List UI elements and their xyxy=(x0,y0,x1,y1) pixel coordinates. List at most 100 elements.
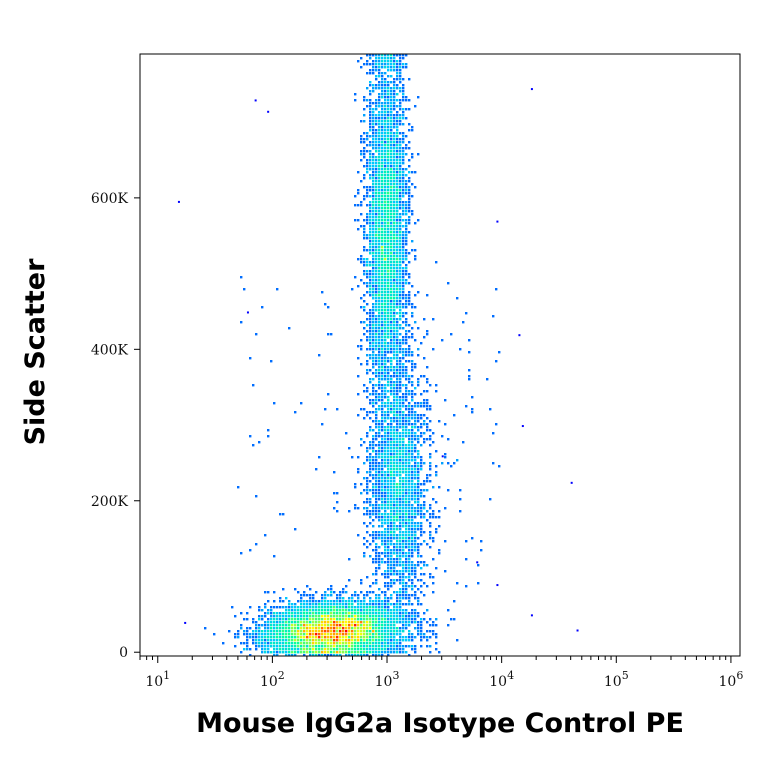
event-dot xyxy=(387,186,390,189)
event-dot xyxy=(387,141,390,144)
event-dot xyxy=(414,612,417,615)
event-dot xyxy=(399,576,402,579)
event-dot xyxy=(411,603,414,606)
event-dot xyxy=(393,582,396,585)
event-dot xyxy=(492,462,495,465)
event-dot xyxy=(384,285,387,288)
event-dot xyxy=(372,603,375,606)
event-dot xyxy=(366,135,369,138)
event-dot xyxy=(432,516,435,519)
event-dot xyxy=(387,270,390,273)
event-dot xyxy=(378,444,381,447)
event-dot xyxy=(381,420,384,423)
event-dot xyxy=(402,171,405,174)
event-dot xyxy=(414,363,417,366)
event-dot xyxy=(390,111,393,114)
event-dot xyxy=(402,84,405,87)
event-dot xyxy=(411,477,414,480)
event-dot xyxy=(390,420,393,423)
event-dot xyxy=(381,441,384,444)
event-dot xyxy=(369,174,372,177)
event-dot xyxy=(375,231,378,234)
event-dot xyxy=(396,141,399,144)
event-dot xyxy=(369,321,372,324)
event-dot xyxy=(375,417,378,420)
event-dot xyxy=(348,633,351,636)
outlier-point xyxy=(267,110,270,113)
event-dot xyxy=(402,504,405,507)
event-dot xyxy=(399,426,402,429)
event-dot xyxy=(408,408,411,411)
event-dot xyxy=(312,618,315,621)
event-dot xyxy=(378,249,381,252)
event-dot xyxy=(369,282,372,285)
event-dot xyxy=(369,489,372,492)
event-dot xyxy=(384,189,387,192)
event-dot xyxy=(375,219,378,222)
event-dot xyxy=(375,192,378,195)
event-dot xyxy=(372,351,375,354)
event-dot xyxy=(447,282,450,285)
event-dot xyxy=(381,390,384,393)
event-dot xyxy=(390,630,393,633)
event-dot xyxy=(357,621,360,624)
event-dot xyxy=(366,165,369,168)
event-dot xyxy=(378,174,381,177)
event-dot xyxy=(423,462,426,465)
event-dot xyxy=(402,471,405,474)
event-dot xyxy=(381,462,384,465)
event-dot xyxy=(381,144,384,147)
event-dot xyxy=(456,297,459,300)
event-dot xyxy=(390,252,393,255)
event-dot xyxy=(381,246,384,249)
event-dot xyxy=(381,315,384,318)
event-dot xyxy=(366,192,369,195)
event-dot xyxy=(435,390,438,393)
event-dot xyxy=(336,633,339,636)
event-dot xyxy=(405,207,408,210)
event-dot xyxy=(285,612,288,615)
event-dot xyxy=(366,498,369,501)
event-dot xyxy=(375,651,378,654)
event-dot xyxy=(372,645,375,648)
event-dot xyxy=(390,561,393,564)
event-dot xyxy=(366,642,369,645)
event-dot xyxy=(378,282,381,285)
event-dot xyxy=(360,603,363,606)
event-dot xyxy=(303,594,306,597)
event-dot xyxy=(369,357,372,360)
event-dot xyxy=(309,642,312,645)
event-dot xyxy=(372,384,375,387)
event-dot xyxy=(408,195,411,198)
event-dot xyxy=(357,393,360,396)
event-dot xyxy=(408,594,411,597)
event-dot xyxy=(363,654,366,656)
event-dot xyxy=(261,642,264,645)
event-dot xyxy=(390,192,393,195)
event-dot xyxy=(369,135,372,138)
event-dot xyxy=(357,633,360,636)
event-dot xyxy=(399,168,402,171)
event-dot xyxy=(399,201,402,204)
event-dot xyxy=(387,357,390,360)
event-dot xyxy=(387,549,390,552)
event-dot xyxy=(354,639,357,642)
event-dot xyxy=(384,282,387,285)
event-dot xyxy=(387,282,390,285)
event-dot xyxy=(387,531,390,534)
event-dot xyxy=(366,372,369,375)
event-dot xyxy=(381,174,384,177)
event-dot xyxy=(393,480,396,483)
event-dot xyxy=(402,396,405,399)
event-dot xyxy=(414,477,417,480)
event-dot xyxy=(330,630,333,633)
event-dot xyxy=(369,276,372,279)
event-dot xyxy=(366,189,369,192)
event-dot xyxy=(357,615,360,618)
event-dot xyxy=(351,621,354,624)
event-dot xyxy=(354,594,357,597)
event-dot xyxy=(411,414,414,417)
event-dot xyxy=(435,624,438,627)
event-dot xyxy=(300,627,303,630)
event-dot xyxy=(375,195,378,198)
